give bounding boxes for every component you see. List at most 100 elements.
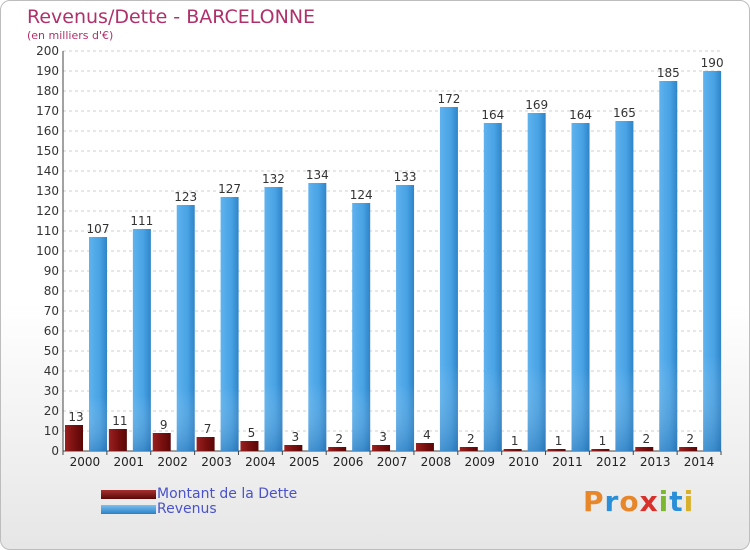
logo-letter: P xyxy=(583,485,605,518)
logo-letter: i xyxy=(683,485,695,518)
y-tick-label: 150 xyxy=(36,144,59,158)
bar-revenue-shade xyxy=(396,185,415,451)
y-tick-label: 90 xyxy=(44,264,59,278)
bar-revenue-shade xyxy=(615,121,634,451)
legend-label-debt: Montant de la Dette xyxy=(157,486,298,502)
bar-debt xyxy=(328,447,347,451)
data-label-revenue: 107 xyxy=(87,222,110,236)
bar-debt xyxy=(196,437,215,451)
data-label-revenue: 134 xyxy=(306,168,329,182)
bar-debt xyxy=(108,429,127,451)
bar-debt xyxy=(372,445,391,451)
y-tick-label: 120 xyxy=(36,204,59,218)
data-label-revenue: 127 xyxy=(218,182,241,196)
bar-revenue-shade xyxy=(703,71,722,451)
x-tick-label: 2014 xyxy=(684,455,715,469)
x-tick-label: 2009 xyxy=(464,455,495,469)
data-label-revenue: 111 xyxy=(130,214,153,228)
bar-debt xyxy=(503,449,522,451)
data-label-debt: 3 xyxy=(292,430,300,444)
legend-label-revenue: Revenus xyxy=(157,501,217,517)
data-label-revenue: 165 xyxy=(613,106,636,120)
bar-revenue-shade xyxy=(527,113,546,451)
x-tick-label: 2012 xyxy=(596,455,627,469)
bar-revenue-shade xyxy=(571,123,590,451)
data-label-revenue: 164 xyxy=(481,108,504,122)
bar-revenue-shade xyxy=(659,81,678,451)
data-label-revenue: 164 xyxy=(569,108,592,122)
logo-letter: r xyxy=(604,485,620,518)
x-tick-label: 2010 xyxy=(508,455,539,469)
y-tick-label: 100 xyxy=(36,244,59,258)
bar-revenue-shade xyxy=(439,107,458,451)
x-tick-label: 2000 xyxy=(70,455,101,469)
data-label-revenue: 124 xyxy=(350,188,373,202)
y-tick-label: 110 xyxy=(36,224,59,238)
x-tick-label: 2006 xyxy=(333,455,364,469)
data-label-debt: 13 xyxy=(68,410,83,424)
bar-revenue-shade xyxy=(176,205,195,451)
y-tick-label: 0 xyxy=(51,444,59,458)
proxiti-logo: Proxiti xyxy=(583,485,694,518)
x-tick-label: 2002 xyxy=(157,455,188,469)
data-label-revenue: 190 xyxy=(701,56,724,70)
bar-revenue-shade xyxy=(264,187,283,451)
y-tick-label: 160 xyxy=(36,124,59,138)
y-tick-label: 130 xyxy=(36,184,59,198)
bar-revenue-shade xyxy=(132,229,151,451)
legend-swatch-revenue xyxy=(101,505,156,514)
logo-letter: x xyxy=(639,485,659,518)
data-label-debt: 2 xyxy=(642,432,650,446)
logo-letter: i xyxy=(658,485,670,518)
bar-debt xyxy=(284,445,303,451)
bar-debt xyxy=(415,443,434,451)
chart-title: Revenus/Dette - BARCELONNE xyxy=(27,6,316,28)
bar-revenue-shade xyxy=(89,237,107,451)
data-label-debt: 5 xyxy=(248,426,256,440)
data-label-debt: 1 xyxy=(511,434,519,448)
bar-debt xyxy=(635,447,654,451)
y-tick-label: 190 xyxy=(36,64,59,78)
bar-debt xyxy=(152,433,171,451)
logo-letter: o xyxy=(619,485,640,518)
data-label-debt: 2 xyxy=(467,432,475,446)
logo-letter: t xyxy=(669,485,684,518)
data-label-debt: 3 xyxy=(379,430,387,444)
bar-debt xyxy=(547,449,566,451)
bar-revenue-shade xyxy=(483,123,502,451)
data-label-debt: 1 xyxy=(555,434,563,448)
y-tick-label: 60 xyxy=(44,324,59,338)
data-label-revenue: 132 xyxy=(262,172,285,186)
data-label-debt: 2 xyxy=(335,432,343,446)
x-tick-label: 2001 xyxy=(114,455,145,469)
y-tick-label: 20 xyxy=(44,404,59,418)
y-tick-label: 180 xyxy=(36,84,59,98)
x-tick-label: 2013 xyxy=(640,455,671,469)
y-tick-label: 30 xyxy=(44,384,59,398)
y-tick-label: 50 xyxy=(44,344,59,358)
data-label-revenue: 169 xyxy=(525,98,548,112)
bar-revenue-shade xyxy=(308,183,327,451)
data-label-revenue: 133 xyxy=(394,170,417,184)
data-label-debt: 2 xyxy=(686,432,694,446)
x-tick-label: 2008 xyxy=(421,455,452,469)
bar-debt xyxy=(679,447,698,451)
data-label-revenue: 123 xyxy=(174,190,197,204)
bar-debt xyxy=(591,449,610,451)
bar-revenue-shade xyxy=(220,197,239,451)
x-tick-label: 2004 xyxy=(245,455,276,469)
y-tick-label: 70 xyxy=(44,304,59,318)
bar-debt xyxy=(240,441,259,451)
legend-swatch-debt xyxy=(101,490,156,499)
x-tick-label: 2003 xyxy=(201,455,232,469)
y-tick-label: 10 xyxy=(44,424,59,438)
y-tick-label: 40 xyxy=(44,364,59,378)
y-tick-label: 80 xyxy=(44,284,59,298)
data-label-revenue: 172 xyxy=(437,92,460,106)
x-tick-label: 2011 xyxy=(552,455,583,469)
chart-subtitle: (en milliers d'€) xyxy=(27,29,114,42)
data-label-debt: 7 xyxy=(204,422,212,436)
y-tick-label: 140 xyxy=(36,164,59,178)
